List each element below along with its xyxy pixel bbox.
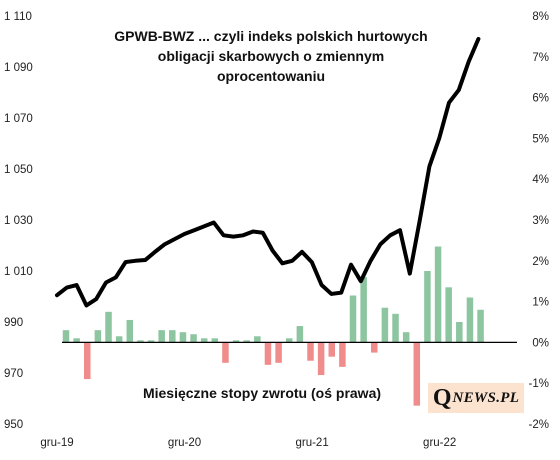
right-axis-tick-label: 6% bbox=[532, 93, 549, 105]
negative-return-bar bbox=[413, 342, 421, 406]
right-axis-tick-label: -2% bbox=[529, 419, 549, 431]
left-axis-tick-label: 1 010 bbox=[4, 266, 33, 278]
x-axis-tick-label: gru-19 bbox=[40, 437, 73, 449]
positive-return-bar bbox=[179, 332, 187, 343]
positive-return-bar bbox=[477, 309, 484, 343]
left-axis-tick-label: 1 030 bbox=[4, 215, 33, 227]
negative-return-bar bbox=[222, 342, 229, 363]
positive-return-bar bbox=[115, 336, 123, 343]
left-axis-tick-label: 990 bbox=[4, 317, 23, 329]
positive-return-bar bbox=[94, 330, 102, 343]
negative-return-bar bbox=[84, 342, 91, 380]
negative-return-bar bbox=[307, 342, 314, 361]
positive-return-bar bbox=[402, 332, 410, 343]
positive-return-bar bbox=[424, 271, 431, 343]
logo-text: NEWS.PL bbox=[452, 389, 520, 406]
left-axis-labels: 950 970 990 1 010 1 030 1 050 1 070 1 090 1 110 bbox=[4, 11, 33, 431]
positive-return-bar bbox=[381, 307, 389, 343]
right-axis-tick-label: 4% bbox=[532, 174, 549, 186]
right-axis-tick-label: 2% bbox=[532, 256, 549, 268]
x-axis-labels: gru-19 gru-20 gru-21 gru-22 bbox=[40, 437, 456, 449]
positive-return-bar bbox=[296, 326, 304, 343]
positive-return-bar bbox=[105, 311, 112, 343]
positive-return-bar bbox=[254, 336, 261, 343]
positive-return-bar bbox=[232, 340, 240, 343]
negative-return-bar bbox=[328, 342, 335, 357]
positive-return-bar bbox=[73, 338, 80, 343]
right-axis-tick-label: 3% bbox=[532, 215, 549, 227]
monthly-return-bars bbox=[62, 246, 484, 406]
positive-return-bar bbox=[211, 338, 219, 343]
left-axis-tick-label: 950 bbox=[4, 419, 23, 431]
x-axis-tick-label: gru-22 bbox=[423, 437, 456, 449]
left-axis-tick-label: 1 110 bbox=[4, 11, 32, 23]
chart-title-line-1: GPWB-BWZ ... czyli indeks polskich hurto… bbox=[114, 28, 427, 44]
negative-return-bar bbox=[317, 342, 325, 376]
right-axis-labels: -2% -1% 0% 1% 2% 3% 4% 5% 6% 7% 8% bbox=[529, 11, 549, 431]
positive-return-bar bbox=[243, 340, 250, 343]
positive-return-bar bbox=[169, 330, 176, 343]
positive-return-bar bbox=[190, 334, 197, 343]
right-axis-tick-label: 5% bbox=[532, 133, 549, 145]
positive-return-bar bbox=[445, 287, 452, 343]
positive-return-bar bbox=[456, 322, 463, 343]
left-axis-tick-label: 1 050 bbox=[4, 164, 33, 176]
x-axis-tick-label: gru-21 bbox=[295, 437, 328, 449]
positive-return-bar bbox=[62, 330, 70, 343]
right-axis-tick-label: 0% bbox=[532, 337, 549, 349]
right-axis-tick-label: 1% bbox=[532, 297, 549, 309]
positive-return-bar bbox=[360, 277, 367, 343]
positive-return-bar bbox=[434, 246, 442, 343]
positive-return-bar bbox=[392, 313, 399, 343]
right-axis-tick-label: 7% bbox=[532, 52, 549, 64]
left-axis-tick-label: 970 bbox=[4, 368, 23, 380]
logo-q: Q bbox=[432, 385, 452, 411]
positive-return-bar bbox=[147, 340, 155, 343]
right-axis-tick-label: -1% bbox=[529, 378, 549, 390]
positive-return-bar bbox=[158, 330, 165, 343]
returns-annotation: Miesięczne stopy zwrotu (oś prawa) bbox=[143, 385, 381, 401]
chart-title-line-2: obligacji skarbowych o zmiennym bbox=[158, 48, 384, 64]
qnews-logo: Q NEWS.PL bbox=[428, 383, 524, 413]
positive-return-bar bbox=[137, 340, 144, 343]
positive-return-bar bbox=[349, 295, 357, 343]
left-axis-tick-label: 1 070 bbox=[4, 113, 33, 125]
x-axis-tick-label: gru-20 bbox=[168, 437, 201, 449]
positive-return-bar bbox=[126, 319, 134, 343]
positive-return-bar bbox=[466, 297, 474, 343]
positive-return-bar bbox=[285, 338, 293, 343]
right-axis-tick-label: 8% bbox=[532, 11, 549, 23]
negative-return-bar bbox=[264, 342, 272, 365]
chart-title-line-3: oprocentowaniu bbox=[217, 68, 325, 84]
negative-return-bar bbox=[371, 342, 378, 353]
left-axis-tick-label: 1 090 bbox=[4, 62, 33, 74]
negative-return-bar bbox=[275, 342, 282, 363]
negative-return-bar bbox=[339, 342, 346, 367]
positive-return-bar bbox=[200, 338, 208, 343]
index-line bbox=[55, 36, 481, 308]
